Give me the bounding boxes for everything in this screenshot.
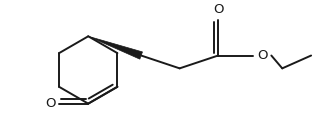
Text: O: O xyxy=(45,97,55,110)
Polygon shape xyxy=(88,36,143,59)
Text: O: O xyxy=(213,3,223,17)
Text: O: O xyxy=(257,49,268,62)
